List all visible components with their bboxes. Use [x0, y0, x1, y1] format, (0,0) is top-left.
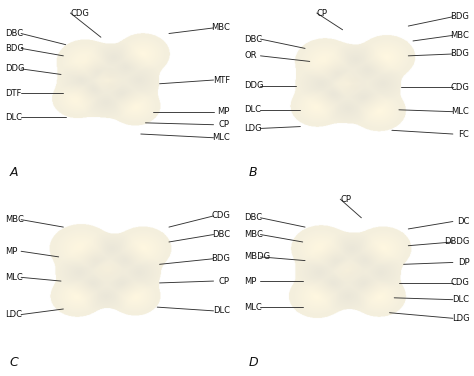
Text: MP: MP [244, 277, 256, 285]
Text: MLC: MLC [452, 107, 469, 116]
Text: CP: CP [219, 277, 230, 285]
Text: MLC: MLC [5, 273, 22, 282]
Text: BDG: BDG [211, 254, 230, 263]
Text: B: B [249, 166, 257, 179]
Text: CDG: CDG [450, 83, 469, 92]
Text: MTF: MTF [213, 76, 230, 85]
Text: DTF: DTF [5, 89, 21, 97]
Text: BDG: BDG [450, 12, 469, 21]
Text: CDG: CDG [71, 9, 89, 18]
Text: DLC: DLC [452, 295, 469, 304]
Text: DBC: DBC [212, 230, 230, 239]
Text: LDG: LDG [452, 314, 469, 323]
Text: A: A [9, 166, 18, 179]
Text: LDC: LDC [5, 310, 22, 319]
Text: BDG: BDG [5, 44, 24, 53]
Text: DDG: DDG [5, 64, 24, 73]
Text: DBC: DBC [244, 213, 262, 222]
Text: C: C [9, 356, 18, 368]
Text: D: D [249, 356, 258, 368]
Text: LDG: LDG [244, 124, 262, 133]
Text: MBC: MBC [211, 23, 230, 32]
Text: DBDG: DBDG [444, 238, 469, 247]
Text: CP: CP [219, 120, 230, 129]
Text: CP: CP [340, 195, 351, 204]
Text: DBC: DBC [244, 35, 262, 44]
Text: OR: OR [244, 52, 256, 60]
Text: CP: CP [317, 9, 328, 18]
Text: DLC: DLC [5, 113, 22, 122]
Text: MBC: MBC [244, 230, 263, 239]
Text: DC: DC [457, 217, 469, 226]
Text: MLC: MLC [212, 133, 230, 142]
Text: MBC: MBC [5, 215, 24, 224]
Text: FC: FC [458, 129, 469, 138]
Text: MBC: MBC [450, 31, 469, 40]
Text: MLC: MLC [244, 303, 262, 312]
Text: MBDG: MBDG [244, 252, 270, 261]
Text: DDG: DDG [244, 81, 264, 90]
Text: DLC: DLC [213, 306, 230, 315]
Text: CDG: CDG [211, 211, 230, 220]
Text: MP: MP [218, 107, 230, 116]
Text: DP: DP [458, 258, 469, 267]
Text: DBC: DBC [5, 29, 23, 38]
Text: CDG: CDG [450, 279, 469, 287]
Text: DLC: DLC [244, 105, 261, 114]
Text: MP: MP [5, 247, 17, 256]
Text: BDG: BDG [450, 50, 469, 59]
